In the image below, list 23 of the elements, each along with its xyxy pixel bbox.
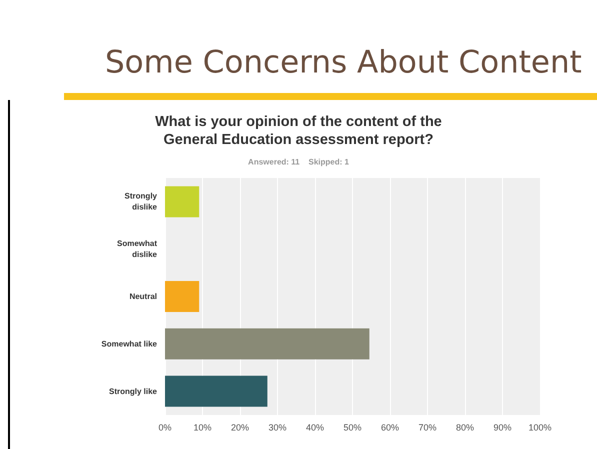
x-tick-label: 90% (493, 422, 512, 432)
chart-title: Some Concerns About Content (105, 44, 582, 80)
x-tick-label: 0% (158, 422, 172, 432)
x-tick-label: 70% (418, 422, 437, 432)
y-tick-label: Somewhat dislike (116, 239, 158, 260)
y-tick-label: Strongly dislike (124, 192, 158, 212)
y-tick-label: Somewhat like (101, 339, 158, 348)
x-tick-label: 50% (343, 422, 362, 432)
x-tick-label: 30% (268, 422, 287, 432)
x-tick-label: 10% (193, 422, 212, 432)
bar (165, 186, 200, 218)
x-tick-label: 40% (306, 422, 324, 432)
x-tick-label: 60% (380, 422, 400, 432)
chart-subtitle: What is your opinion of the content of the General Education assessment report? (155, 114, 442, 148)
x-tick-label: 20% (230, 422, 250, 432)
bar (165, 328, 370, 360)
x-tick-label: 100% (528, 422, 552, 432)
x-tick-label: 80% (456, 422, 474, 432)
bar (165, 376, 268, 407)
text: Answered: 11 Skipped: 1 (248, 158, 350, 166)
y-tick-label: Strongly like (108, 386, 158, 396)
bar (165, 281, 200, 312)
y-tick-label: Neutral (129, 292, 157, 301)
